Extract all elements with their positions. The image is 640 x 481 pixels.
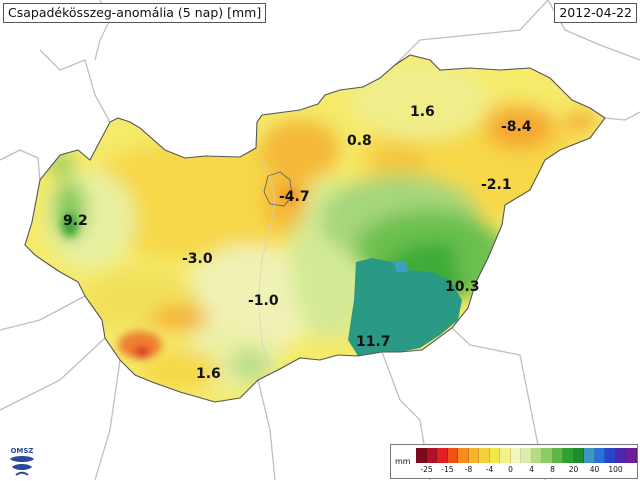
value-label-budapest: -4.7 [279,189,310,205]
legend-swatch [479,448,490,463]
legend-tick-label: -8 [464,465,473,474]
legend-swatch [594,448,605,463]
legend-swatches [416,448,637,463]
legend-swatch [468,448,479,463]
legend-tick-label: 40 [589,465,600,474]
value-labels: 9.2 -4.7 0.8 1.6 -8.4 -2.1 -3.0 -1.0 10.… [63,104,532,382]
legend-swatch [510,448,521,463]
value-label-ne-1: 1.6 [410,104,435,120]
legend-swatch [626,448,637,463]
legend-tick-label: 4 [529,465,534,474]
legend-swatch [426,448,437,463]
legend-unit: mm [395,457,411,466]
legend-swatch [605,448,616,463]
legend-tick-label: -4 [485,465,494,474]
legend-swatch [416,448,427,463]
omsz-logo-icon: OMSZ [4,443,40,477]
legend-swatch [615,448,626,463]
legend-swatch [458,448,469,463]
legend-swatch [552,448,563,463]
legend-swatch [584,448,595,463]
budapest-outline [263,171,293,207]
legend-swatch [447,448,458,463]
value-label-center: -1.0 [248,293,279,309]
map-title: Csapadékösszeg-anomália (5 nap) [mm] [3,3,267,23]
legend-swatch [489,448,500,463]
legend-ticks: -25 -15 -8 -4 0 4 8 20 40 100 [416,465,626,477]
map-date: 2012-04-22 [554,3,637,23]
value-label-transdanubia: -3.0 [182,251,213,267]
value-label-nw: 9.2 [63,213,88,229]
legend-swatch [521,448,532,463]
legend-swatch [437,448,448,463]
value-label-ne-2: -8.4 [501,119,532,135]
value-label-east: -2.1 [481,177,512,193]
legend-swatch [531,448,542,463]
legend-swatch [573,448,584,463]
legend-swatch [563,448,574,463]
color-legend: mm -25 -15 -8 -4 0 4 8 20 40 100 [390,444,638,479]
legend-tick-label: -15 [441,465,454,474]
value-label-south: 11.7 [356,334,391,350]
legend-swatch [500,448,511,463]
value-label-sw: 1.6 [196,366,221,382]
value-label-se: 10.3 [445,279,480,295]
value-label-north: 0.8 [347,133,372,149]
legend-tick-label: 8 [550,465,555,474]
svg-text:OMSZ: OMSZ [10,447,33,455]
legend-tick-label: 20 [568,465,579,474]
legend-tick-label: 100 [608,465,623,474]
danube-river [257,159,276,371]
legend-tick-label: -25 [420,465,433,474]
legend-tick-label: 0 [508,465,513,474]
country-outline [24,54,606,403]
legend-swatch [542,448,553,463]
